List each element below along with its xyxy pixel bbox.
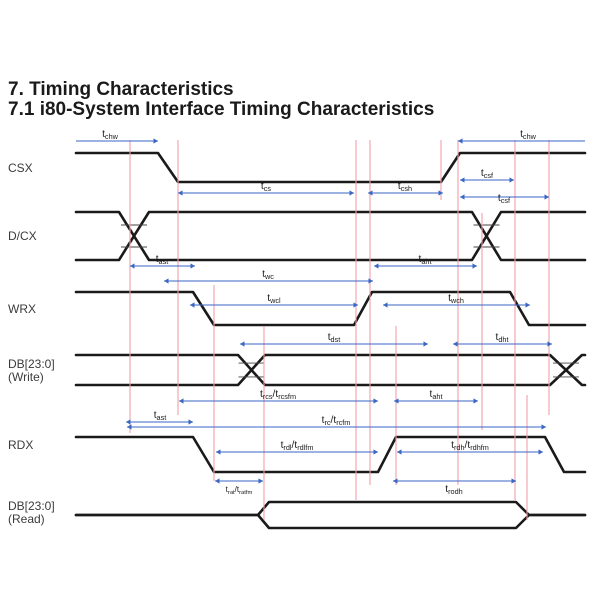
svg-text:trdl/trdlfm: trdl/trdlfm [281, 440, 314, 452]
svg-text:tcsf: tcsf [481, 168, 494, 180]
svg-text:taht: taht [430, 389, 443, 401]
svg-text:trodh: trodh [445, 484, 462, 496]
svg-text:trc/trcfm: trc/trcfm [322, 415, 351, 427]
svg-text:tdht: tdht [496, 332, 509, 344]
svg-text:tdst: tdst [328, 332, 341, 344]
svg-text:twc: twc [262, 269, 274, 281]
svg-text:taht: taht [419, 254, 432, 266]
svg-text:twcl: twcl [267, 293, 281, 305]
svg-text:trdh/trdhfm: trdh/trdhfm [451, 440, 489, 452]
svg-text:trat/tratfm: trat/tratfm [226, 485, 253, 496]
svg-text:tast: tast [156, 254, 169, 266]
svg-text:tcsf: tcsf [498, 193, 511, 205]
svg-text:twch: twch [448, 293, 464, 305]
svg-text:trcs/trcsfm: trcs/trcsfm [260, 389, 296, 401]
svg-text:tchw: tchw [102, 129, 119, 141]
svg-text:tchw: tchw [520, 129, 537, 141]
svg-text:tast: tast [154, 410, 167, 422]
